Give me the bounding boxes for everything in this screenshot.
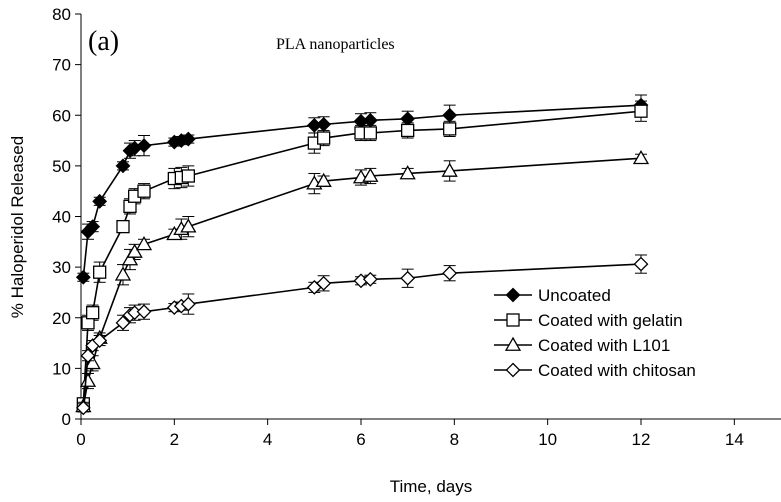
data-point: [363, 126, 377, 140]
data-point: [115, 315, 131, 331]
data-point: [116, 219, 130, 234]
data-point: [92, 193, 108, 209]
data-point: [362, 112, 378, 128]
data-point: [181, 169, 195, 183]
data-point: [443, 122, 457, 136]
data-point: [316, 275, 332, 291]
data-point: [362, 167, 379, 182]
x-tick-label: 6: [356, 430, 365, 449]
y-tick-label: 80: [52, 5, 71, 24]
data-point: [633, 256, 649, 272]
data-point: [121, 251, 139, 266]
y-tick-label: 50: [52, 157, 71, 176]
legend-marker: [505, 287, 521, 303]
data-point: [317, 131, 331, 145]
y-tick-label: 60: [52, 106, 71, 125]
legend-label: Coated with chitosan: [538, 361, 696, 380]
y-tick-label: 40: [52, 208, 71, 227]
y-tick-label: 30: [52, 258, 71, 277]
y-tick-label: 10: [52, 359, 71, 378]
data-point: [180, 296, 196, 312]
tick-labels: 0 10 20 30 40 50 60 70 80 0 2 4 6 8 10 12 14: [52, 5, 744, 449]
legend-label: Coated with L101: [538, 336, 670, 355]
chart-annotation: PLA nanoparticles: [276, 36, 395, 53]
data-point: [316, 116, 332, 132]
y-tick-label: 0: [62, 410, 71, 429]
legend: Uncoated Coated with gelatin Coated with L…: [494, 286, 696, 380]
data-point: [136, 304, 152, 320]
series-1: [75, 94, 649, 285]
legend-label: Coated with gelatin: [538, 311, 683, 330]
data-point: [442, 265, 458, 281]
data-point: [115, 158, 131, 174]
x-tick-label: 12: [632, 430, 651, 449]
series-layer: [75, 94, 650, 416]
data-point: [126, 243, 143, 258]
data-point: [80, 348, 96, 364]
data-point: [442, 107, 458, 123]
data-point: [114, 266, 132, 281]
panel-label: (a): [88, 26, 119, 57]
data-point: [441, 162, 458, 177]
legend-marker: [505, 362, 521, 378]
x-tick-label: 2: [170, 430, 179, 449]
data-point: [84, 355, 101, 370]
legend-entry-1: Uncoated: [494, 286, 611, 305]
y-axis-label: % Haloperidol Released: [8, 136, 27, 318]
axes: [75, 13, 781, 425]
data-point: [180, 218, 197, 233]
x-axis-label: Time, days: [390, 477, 473, 496]
y-tick-label: 20: [52, 309, 71, 328]
legend-entry-4: Coated with chitosan: [494, 361, 696, 380]
x-tick-label: 8: [450, 430, 459, 449]
series-2: [76, 100, 648, 411]
legend-label: Uncoated: [538, 286, 611, 305]
data-point: [75, 400, 91, 416]
data-point: [79, 372, 97, 387]
legend-marker: [504, 336, 522, 351]
series-4: [75, 254, 649, 416]
series-line: [82, 110, 642, 404]
x-tick-label: 14: [725, 430, 744, 449]
data-point: [180, 131, 196, 147]
legend-entry-2: Coated with gelatin: [494, 311, 683, 330]
data-point: [634, 104, 648, 118]
data-point: [400, 270, 416, 286]
x-tick-label: 4: [263, 430, 272, 449]
data-point: [92, 333, 108, 348]
x-tick-label: 0: [76, 430, 85, 449]
data-point: [315, 172, 332, 187]
x-tick-label: 10: [538, 430, 557, 449]
data-point: [362, 271, 378, 287]
legend-entry-3: Coated with L101: [494, 336, 670, 355]
y-tick-label: 70: [52, 56, 71, 75]
data-point: [85, 219, 101, 235]
series-3: [75, 149, 650, 413]
data-point: [399, 165, 416, 180]
data-point: [135, 236, 153, 251]
data-point: [401, 123, 415, 138]
data-point: [86, 306, 100, 320]
data-point: [75, 269, 91, 285]
data-point: [137, 184, 151, 198]
data-point: [632, 149, 650, 165]
legend-marker: [506, 313, 520, 327]
data-point: [136, 138, 152, 154]
data-point: [93, 265, 107, 279]
